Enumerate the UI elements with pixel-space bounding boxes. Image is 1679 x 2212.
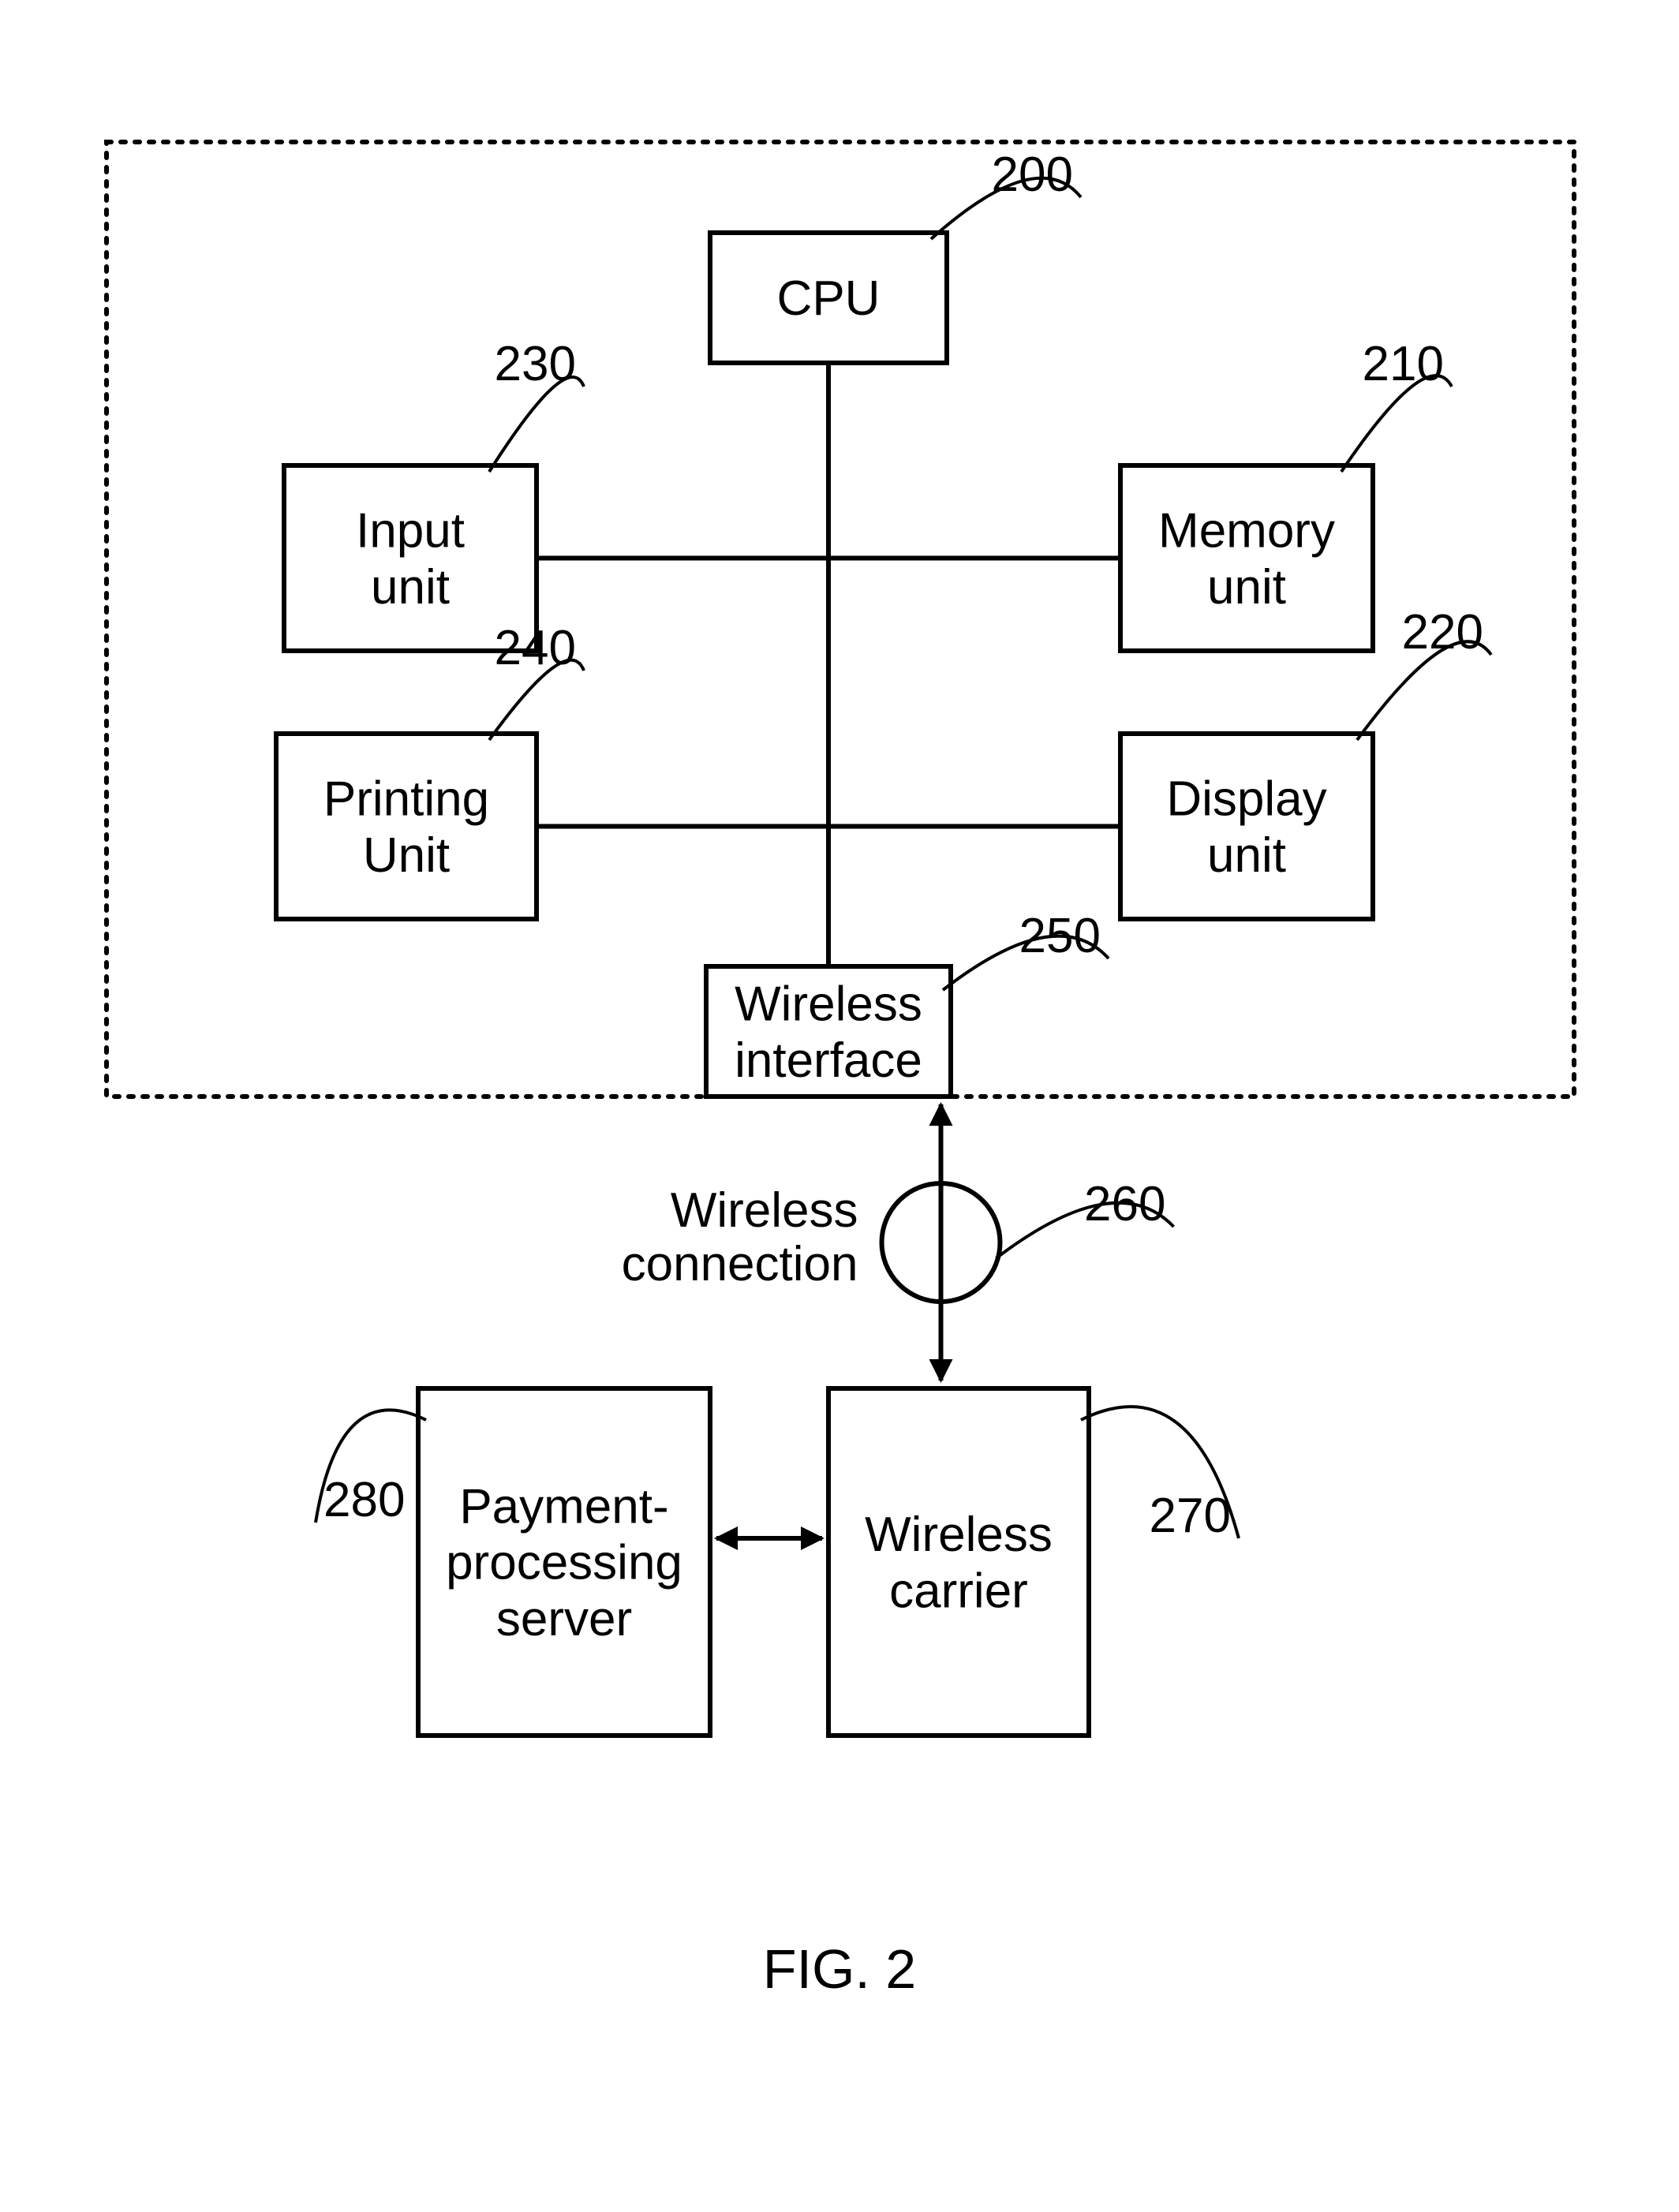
wireless-arc-left: [882, 1183, 941, 1302]
node-wifi: Wirelessinterface: [706, 966, 951, 1097]
node-payment-label-2: server: [496, 1592, 632, 1646]
ref-number: 260: [1084, 1177, 1165, 1231]
wireless-arc-right: [941, 1183, 1000, 1302]
node-carrier-label-0: Wireless: [865, 1508, 1053, 1562]
figure-title: FIG. 2: [763, 1938, 916, 2000]
node-wifi-label-1: interface: [735, 1033, 922, 1088]
node-memory-label-1: unit: [1207, 560, 1286, 615]
node-cpu: CPU: [710, 233, 947, 363]
node-carrier-label-1: carrier: [889, 1564, 1028, 1618]
wireless-label-1: connection: [622, 1237, 858, 1291]
ref-number: 210: [1363, 337, 1444, 391]
ref-number: 270: [1150, 1489, 1231, 1543]
node-input-label-0: Input: [356, 504, 465, 559]
node-memory-label-0: Memory: [1158, 504, 1335, 559]
ref-number: 250: [1019, 909, 1101, 963]
node-display-label-0: Display: [1166, 772, 1326, 827]
node-display: Displayunit: [1120, 734, 1373, 919]
node-memory: Memoryunit: [1120, 465, 1373, 651]
wireless-label-0: Wireless: [671, 1183, 858, 1238]
node-carrier: Wirelesscarrier: [828, 1388, 1089, 1736]
node-payment-label-1: processing: [446, 1536, 682, 1590]
node-payment-label-0: Payment-: [459, 1479, 668, 1534]
node-display-label-1: unit: [1207, 828, 1286, 883]
ref-number: 280: [323, 1473, 405, 1527]
ref-number: 230: [495, 337, 576, 391]
ref-number: 240: [495, 621, 576, 675]
node-payment: Payment-processingserver: [418, 1388, 710, 1736]
node-wifi-label-0: Wireless: [735, 977, 922, 1032]
node-printing-label-0: Printing: [323, 772, 489, 827]
node-input-label-1: unit: [371, 560, 450, 615]
node-printing: PrintingUnit: [276, 734, 537, 919]
node-printing-label-1: Unit: [363, 828, 450, 883]
ref-number: 220: [1402, 605, 1483, 659]
ref-number: 200: [992, 148, 1073, 202]
node-cpu-label-0: CPU: [777, 271, 881, 326]
